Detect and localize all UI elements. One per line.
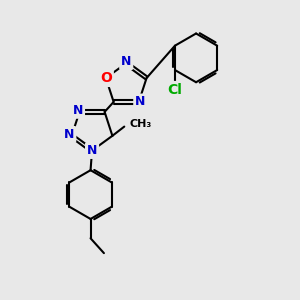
Text: N: N (64, 128, 74, 141)
Text: O: O (100, 71, 112, 85)
Text: N: N (87, 144, 97, 157)
Text: N: N (73, 104, 83, 117)
Text: CH₃: CH₃ (129, 119, 152, 129)
Text: N: N (135, 95, 146, 108)
Text: N: N (121, 55, 131, 68)
Text: Cl: Cl (167, 83, 182, 97)
